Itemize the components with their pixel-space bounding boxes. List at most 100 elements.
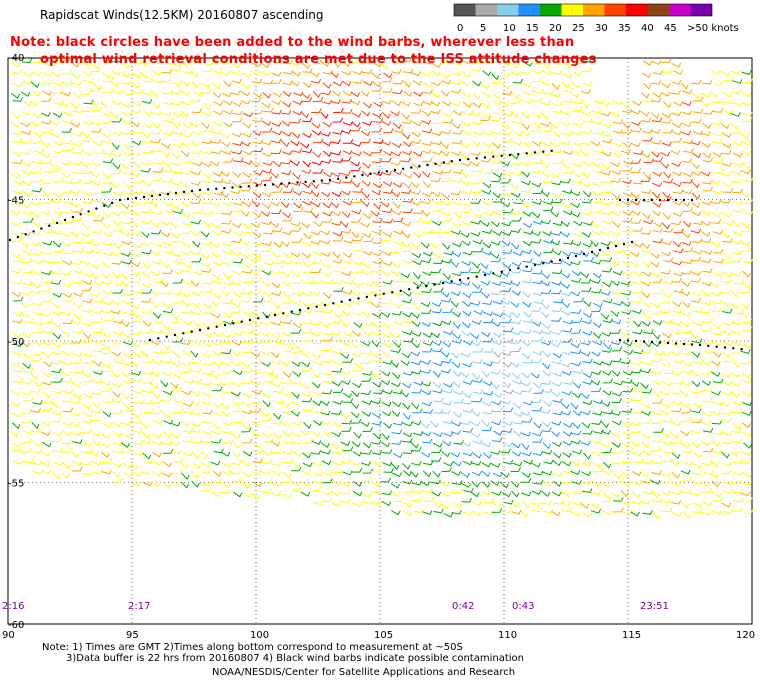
wind-barb bbox=[61, 360, 72, 366]
wind-barb bbox=[471, 319, 482, 325]
wind-barb bbox=[271, 78, 282, 84]
wind-barb bbox=[550, 342, 561, 348]
wind-barb bbox=[552, 371, 563, 377]
wind-barb bbox=[300, 430, 310, 436]
wind-barb bbox=[490, 450, 501, 455]
wind-barb bbox=[202, 430, 213, 436]
wind-barb bbox=[682, 221, 692, 228]
wind-barb bbox=[403, 90, 413, 97]
wind-barb bbox=[620, 470, 630, 478]
wind-barb bbox=[240, 90, 250, 97]
wind-barb bbox=[491, 490, 502, 496]
wind-barb bbox=[543, 400, 552, 407]
wind-barb bbox=[531, 238, 542, 244]
wind-barb bbox=[492, 191, 501, 199]
wind-barb bbox=[682, 328, 693, 334]
wind-barb bbox=[533, 336, 544, 342]
wind-barb bbox=[31, 220, 41, 228]
wind-barb bbox=[102, 158, 114, 164]
wind-barb bbox=[100, 367, 112, 372]
wind-barb bbox=[732, 360, 741, 368]
wind-barb bbox=[572, 161, 583, 167]
wind-barb bbox=[590, 141, 601, 147]
wind-barb bbox=[201, 400, 211, 406]
wind-barb bbox=[442, 388, 454, 394]
contamination-dot bbox=[71, 215, 75, 219]
wind-barb bbox=[593, 198, 604, 203]
wind-barb bbox=[460, 281, 471, 287]
wind-barb bbox=[90, 241, 101, 247]
wind-barb bbox=[743, 442, 753, 449]
wind-barb bbox=[562, 189, 573, 195]
wind-barb bbox=[722, 340, 733, 346]
wind-barb bbox=[322, 370, 333, 376]
wind-barb bbox=[132, 377, 143, 383]
wind-barb bbox=[412, 281, 423, 288]
wind-barb bbox=[340, 353, 350, 360]
wind-barb bbox=[652, 390, 661, 398]
wind-barb bbox=[491, 73, 500, 81]
wind-barb bbox=[690, 277, 702, 283]
wind-barb bbox=[122, 190, 133, 196]
wind-barb bbox=[303, 336, 314, 342]
wind-barb bbox=[621, 480, 630, 488]
wind-barb bbox=[180, 90, 190, 97]
wind-barb bbox=[551, 491, 562, 497]
wind-barb bbox=[421, 71, 432, 77]
contamination-dot bbox=[450, 160, 454, 163]
wind-barb bbox=[640, 177, 652, 183]
wind-barb bbox=[282, 472, 292, 479]
wind-barb bbox=[32, 448, 44, 453]
wind-barb bbox=[212, 68, 223, 74]
wind-barb bbox=[551, 359, 562, 365]
wind-barb bbox=[392, 79, 404, 85]
wind-barb bbox=[73, 312, 82, 320]
wind-barb bbox=[411, 242, 420, 250]
wind-barb bbox=[72, 278, 83, 284]
wind-barb bbox=[130, 481, 141, 487]
wind-barb bbox=[400, 189, 412, 194]
wind-barb bbox=[40, 311, 51, 317]
wind-barb bbox=[252, 211, 262, 219]
wind-barb bbox=[502, 248, 513, 254]
wind-barb bbox=[413, 91, 423, 97]
wind-barb bbox=[31, 356, 42, 362]
wind-barb bbox=[90, 171, 100, 178]
wind-barb bbox=[530, 372, 540, 379]
wind-barb bbox=[432, 442, 443, 448]
wind-barb bbox=[582, 380, 593, 386]
wind-barb bbox=[502, 337, 514, 343]
wind-barb bbox=[742, 92, 752, 98]
wind-barb bbox=[402, 412, 411, 421]
wind-barb bbox=[161, 358, 172, 364]
wind-barb bbox=[252, 191, 262, 199]
wind-barb bbox=[700, 440, 711, 447]
wind-barb bbox=[523, 229, 534, 235]
wind-barb bbox=[90, 272, 99, 281]
wind-barb bbox=[32, 90, 41, 98]
wind-barb bbox=[470, 333, 480, 340]
wind-barb bbox=[533, 388, 544, 394]
wind-barb bbox=[123, 90, 134, 96]
wind-barb bbox=[540, 151, 551, 157]
wind-barb bbox=[691, 508, 703, 514]
wind-barb bbox=[163, 208, 174, 214]
wind-barb bbox=[242, 122, 252, 129]
wind-barb bbox=[661, 351, 671, 357]
wind-barb bbox=[122, 407, 133, 413]
wind-barb bbox=[492, 472, 503, 478]
wind-barb bbox=[391, 510, 401, 516]
wind-barb bbox=[421, 438, 433, 444]
wind-barb bbox=[410, 189, 421, 195]
wind-barb bbox=[321, 309, 332, 314]
wind-barb bbox=[581, 210, 592, 216]
wind-barb bbox=[551, 92, 561, 99]
wind-barb bbox=[121, 332, 131, 339]
wind-barb bbox=[302, 160, 311, 168]
contamination-dot bbox=[336, 177, 340, 180]
wind-barb bbox=[511, 242, 520, 250]
wind-barb bbox=[213, 448, 224, 454]
wind-barb bbox=[741, 70, 752, 76]
wind-barb bbox=[282, 131, 292, 137]
wind-barb bbox=[232, 101, 242, 108]
